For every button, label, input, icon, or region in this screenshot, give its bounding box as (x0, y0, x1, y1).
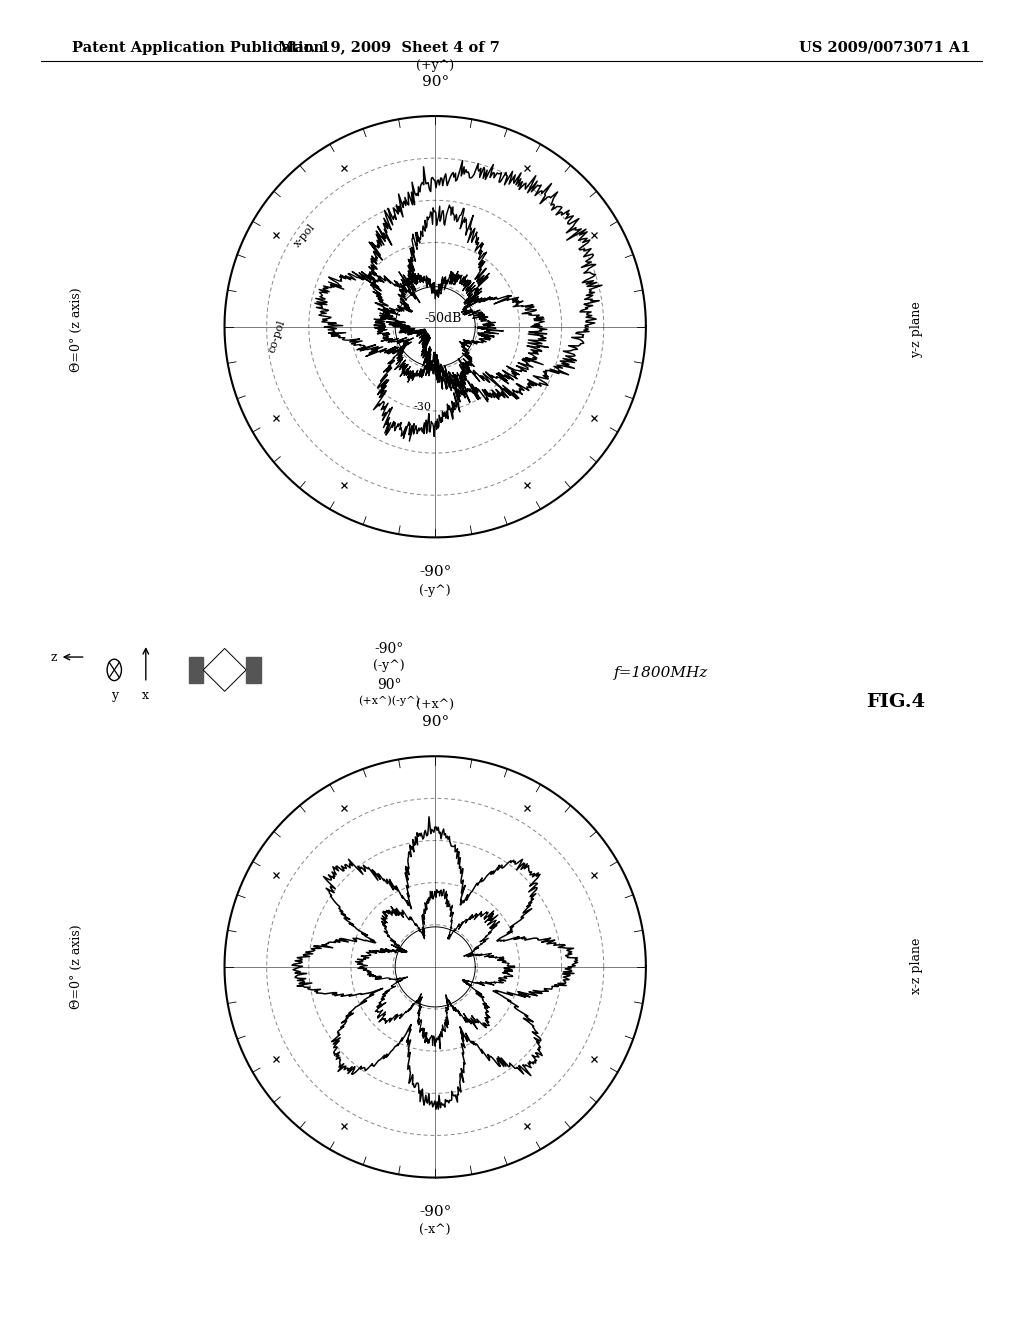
Polygon shape (203, 648, 246, 692)
Polygon shape (246, 657, 260, 682)
Text: US 2009/0073071 A1: US 2009/0073071 A1 (799, 41, 971, 54)
Text: (-y^): (-y^) (374, 659, 404, 672)
Text: -30: -30 (414, 401, 431, 412)
Text: z: z (50, 651, 57, 664)
Text: (+y^): (+y^) (416, 59, 455, 71)
Text: (+x^): (+x^) (416, 700, 455, 711)
Polygon shape (188, 657, 203, 682)
Text: Mar. 19, 2009  Sheet 4 of 7: Mar. 19, 2009 Sheet 4 of 7 (279, 41, 500, 54)
Text: (+x^)(-y^): (+x^)(-y^) (358, 696, 420, 706)
Text: y-z plane: y-z plane (910, 302, 923, 358)
Text: 90°: 90° (422, 75, 449, 88)
Text: x-z plane: x-z plane (910, 939, 923, 994)
Text: 90°: 90° (377, 678, 401, 692)
Text: -90°: -90° (419, 565, 452, 578)
Text: -90°: -90° (419, 1205, 452, 1218)
Text: Θ=0° (z axis): Θ=0° (z axis) (71, 288, 83, 372)
Text: FIG.4: FIG.4 (866, 693, 926, 711)
Text: co-pol: co-pol (267, 318, 287, 354)
Text: f=1800MHz: f=1800MHz (614, 667, 709, 680)
Text: Θ=0° (z axis): Θ=0° (z axis) (71, 924, 83, 1008)
Text: y: y (111, 689, 118, 702)
Text: x: x (142, 689, 150, 702)
Text: (-x^): (-x^) (420, 1224, 451, 1237)
Text: -90°: -90° (375, 643, 403, 656)
Text: (-y^): (-y^) (420, 583, 451, 597)
Text: 90°: 90° (422, 715, 449, 729)
Text: x-pol: x-pol (292, 222, 317, 248)
Text: Patent Application Publication: Patent Application Publication (72, 41, 324, 54)
Text: -50dB: -50dB (425, 312, 462, 325)
